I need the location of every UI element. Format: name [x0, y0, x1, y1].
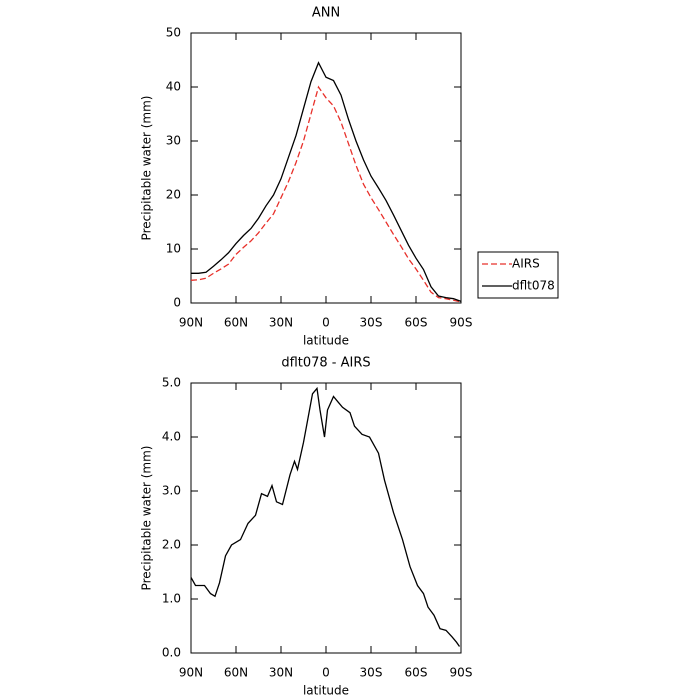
x-tick-label: 30S	[360, 316, 383, 330]
x-tick-label: 30N	[269, 316, 293, 330]
x-axis-label: latitude	[303, 684, 349, 698]
x-tick-label: 30N	[269, 666, 293, 680]
data-line	[190, 386, 461, 647]
plot-frame	[190, 382, 462, 654]
plot-frame	[190, 32, 462, 304]
x-tick-label: 90N	[179, 666, 203, 680]
legend-label: dflt078	[512, 279, 555, 293]
y-tick-label: 2.0	[162, 538, 181, 552]
chart-title: ANN	[312, 6, 340, 21]
y-tick-label: 5.0	[162, 376, 181, 390]
x-tick-label: 60N	[224, 666, 248, 680]
x-tick-label: 60S	[405, 666, 428, 680]
y-tick-label: 30	[166, 134, 181, 148]
y-tick-label: 20	[166, 188, 181, 202]
x-tick-label: 30S	[360, 666, 383, 680]
y-tick-label: 4.0	[162, 430, 181, 444]
x-tick-label: 60S	[405, 316, 428, 330]
y-tick-label: 1.0	[162, 592, 181, 606]
y-tick-label: 3.0	[162, 484, 181, 498]
legend-label: AIRS	[512, 257, 540, 271]
data-line	[190, 85, 462, 303]
y-axis-label: Precipitable water (mm)	[140, 96, 154, 241]
x-tick-label: 90S	[450, 666, 473, 680]
y-tick-label: 0	[173, 296, 181, 310]
x-tick-label: 60N	[224, 316, 248, 330]
y-tick-label: 0.0	[162, 646, 181, 660]
y-tick-label: 40	[166, 80, 181, 94]
x-tick-label: 90N	[179, 316, 203, 330]
chart-title: dflt078 - AIRS	[281, 356, 370, 371]
y-axis-label: Precipitable water (mm)	[140, 446, 154, 591]
y-tick-label: 50	[166, 26, 181, 40]
x-tick-label: 90S	[450, 316, 473, 330]
y-tick-label: 10	[166, 242, 181, 256]
x-tick-label: 0	[322, 316, 330, 330]
data-line	[191, 61, 462, 302]
x-tick-label: 0	[322, 666, 330, 680]
legend-box	[477, 251, 559, 299]
x-axis-label: latitude	[303, 334, 349, 348]
